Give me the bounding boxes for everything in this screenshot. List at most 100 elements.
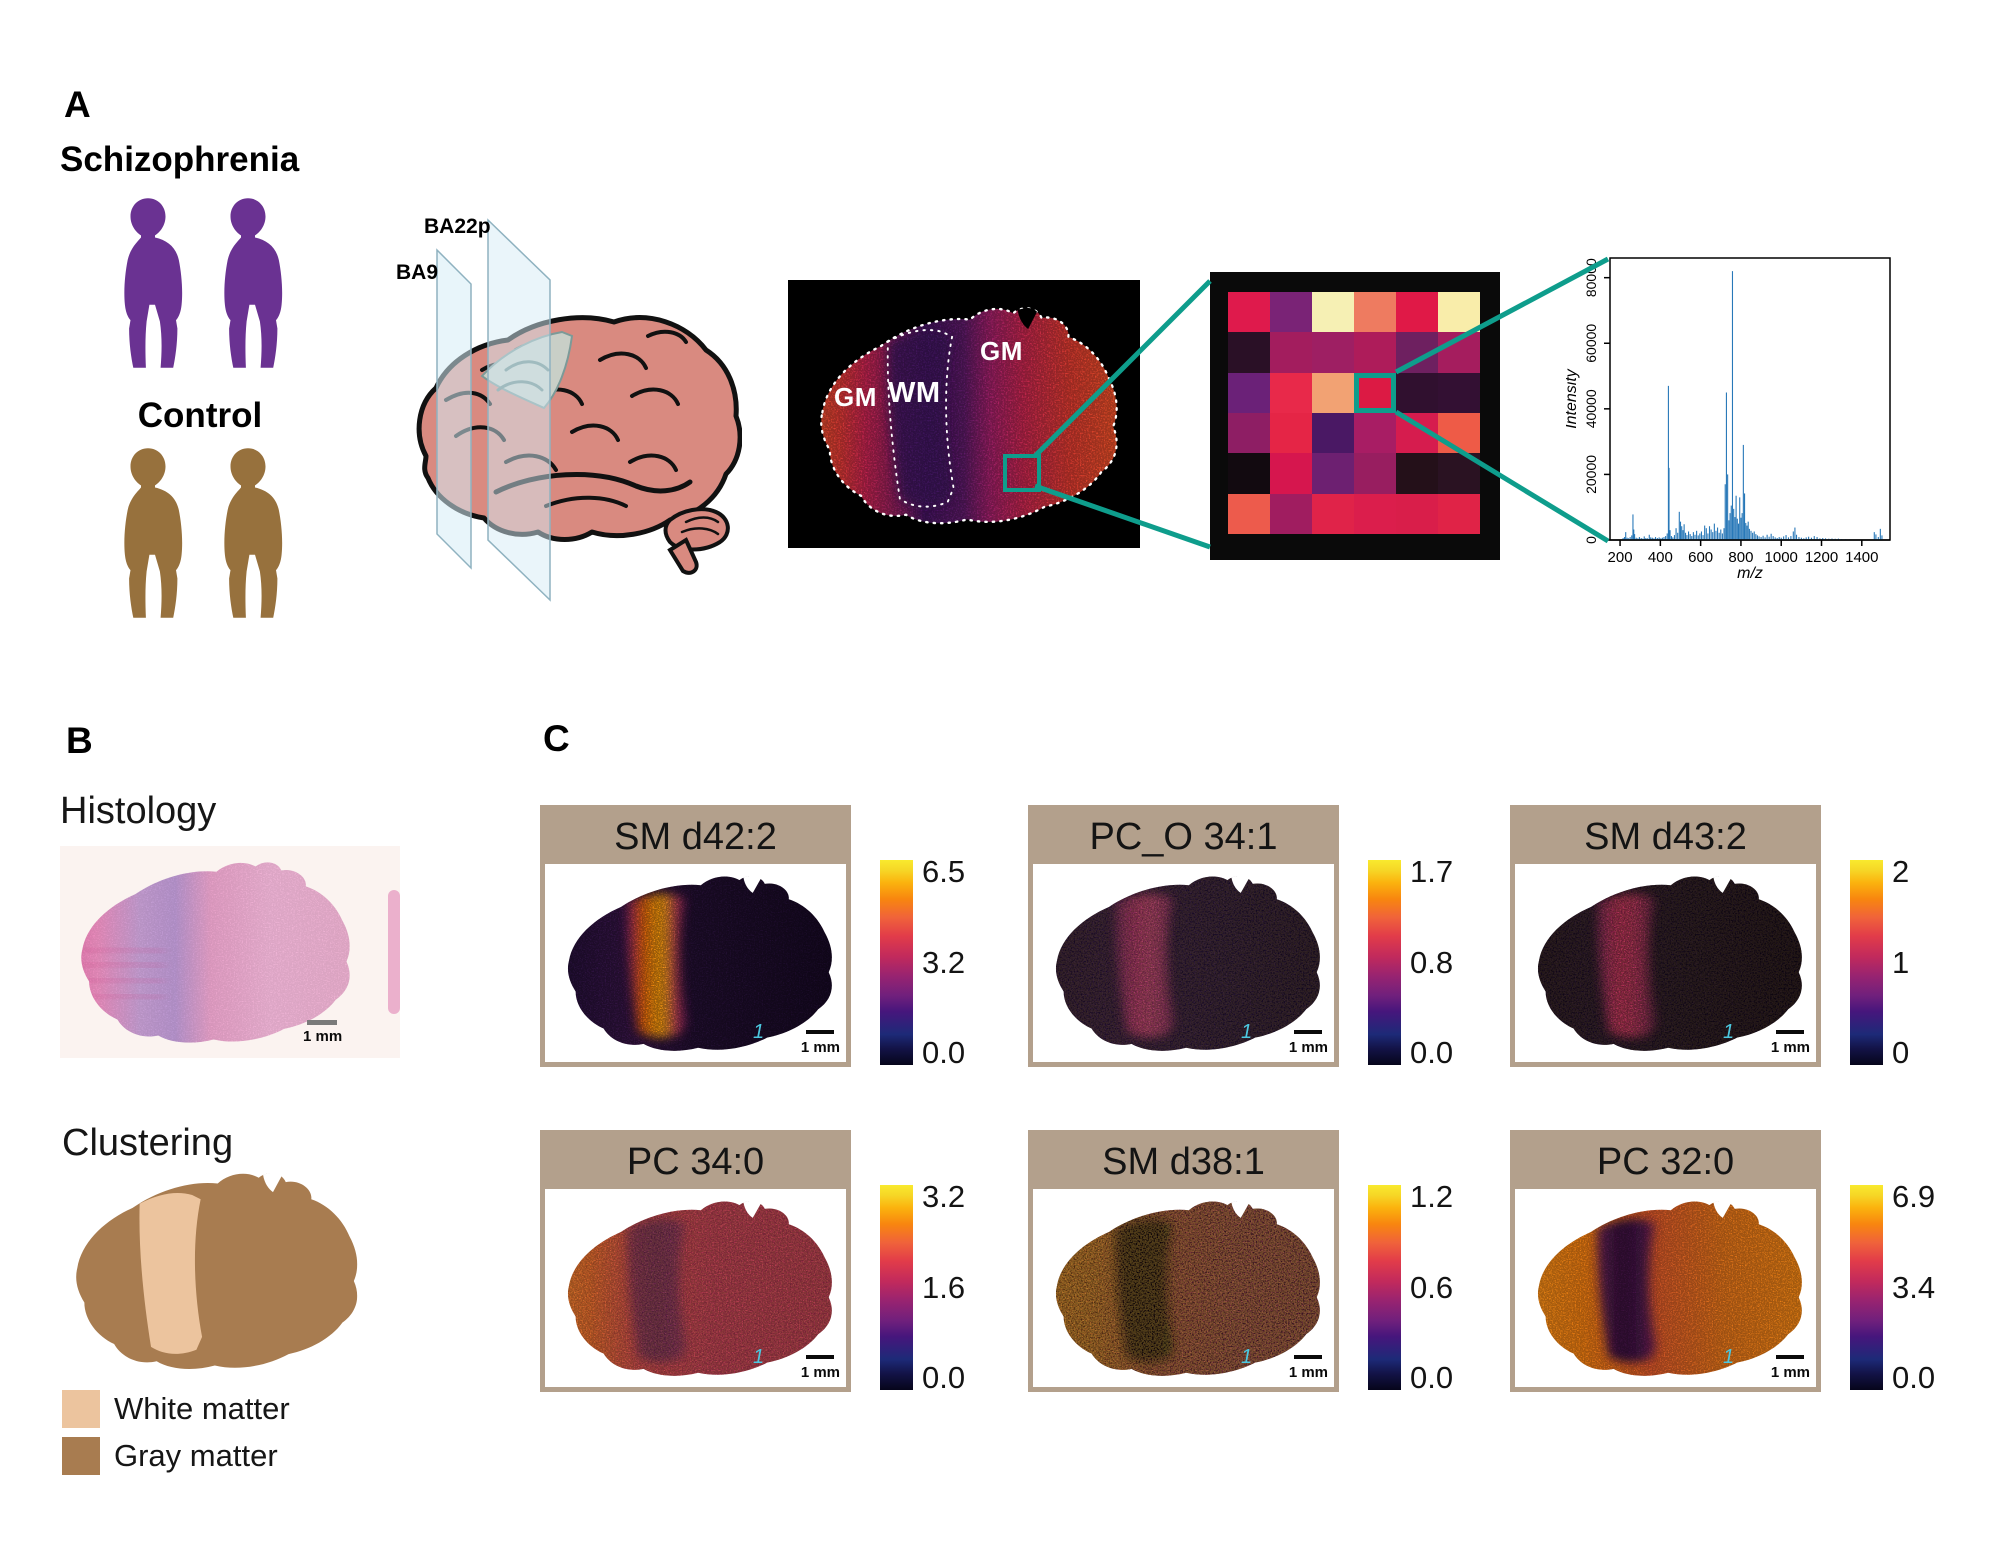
heatmap-cell [1354,493,1396,534]
brain-diagram [416,218,742,602]
scale-bar-label: 1 mm [1288,1039,1328,1056]
colorbar-ticks: 3.2 1.6 0.0 [922,1179,992,1395]
colorbar-tick-label: 0.6 [1410,1269,1454,1305]
histology-tissue [62,852,360,1050]
colorbar-ticks: 1.7 0.8 0.0 [1410,854,1480,1070]
gm-right-label: GM [980,336,1023,366]
msi-ion-image: 1 1 mm [1033,1189,1334,1387]
msi-panel-title: SM d38:1 [1102,1140,1265,1183]
clustering-title: Clustering [62,1122,234,1164]
ba22p-label: BA22p [424,215,491,238]
spectrum-plot-area [1609,257,1891,541]
heatmap-cell [1396,412,1438,454]
heatmap-cell [1270,292,1312,333]
msi-ion-image: 1 1 mm [545,1189,846,1387]
colorbar-tick-label: 0.0 [922,1035,966,1070]
colorbar-tick-label: 1 [1892,944,1910,980]
colorbar-ticks: 2 1 0 [1892,854,1962,1070]
msi-panel-header: SM d38:1 [1033,1135,1334,1189]
section-zoom-box [1003,454,1041,492]
colorbar-ticks: 1.2 0.6 0.0 [1410,1179,1480,1395]
white-matter-swatch [62,1390,100,1428]
legend-gray-matter: Gray matter [62,1437,278,1475]
colorbar-tick-label: 6.9 [1892,1179,1936,1214]
panel-a-label: A [64,84,91,125]
colorbar-tick-label: 3.4 [1892,1269,1936,1305]
colorbar [1850,860,1883,1065]
gray-matter-swatch [62,1437,100,1475]
heatmap-cell [1396,332,1438,373]
scale-bar [806,1355,834,1359]
heatmap-cell [1270,332,1312,373]
scale-bar-label: 1 mm [1288,1364,1328,1381]
histology-tissue-image [81,862,350,1043]
mass-spectrum-plot: 200 400 600 800 1000 1200 1400 0 20000 40000 60000… [1566,228,1916,578]
gray-matter-label: Gray matter [114,1438,278,1473]
colorbar [1850,1185,1883,1390]
clustering-image [56,1162,368,1377]
svg-text:1200: 1200 [1805,549,1838,566]
heatmap-cell [1270,453,1312,494]
svg-text:60000: 60000 [1583,324,1599,363]
msi-panel: SM d43:2 1 1 mm [1510,805,1821,1067]
msi-panel-header: PC_O 34:1 [1033,810,1334,864]
registration-mark: 1 [753,1021,765,1043]
person-silhouette-control-1 [124,448,183,618]
registration-mark: 1 [753,1346,765,1368]
colorbar-tick-label: 1.2 [1410,1179,1454,1214]
msi-panel-header: SM d43:2 [1515,810,1816,864]
heatmap-cell [1396,493,1438,534]
heatmap-cell [1228,493,1270,534]
legend-white-matter: White matter [62,1390,290,1428]
ba9-label: BA9 [396,261,439,284]
heatmap-cell [1270,412,1312,454]
scale-bar [1776,1355,1804,1359]
colorbar-ticks: 6.5 3.2 0.0 [922,854,992,1070]
registration-mark: 1 [1723,1021,1735,1043]
colorbar-tick-label: 0.0 [1410,1360,1454,1395]
colorbar-tick-label: 1.6 [922,1269,966,1305]
svg-text:40000: 40000 [1583,389,1599,428]
person-silhouette-schizophrenia-2 [224,198,283,368]
colorbar-tick-label: 0.8 [1410,944,1454,980]
white-matter-label: White matter [114,1391,290,1426]
histology-scale-label: 1 mm [303,1028,343,1045]
msi-ion-image: 1 1 mm [1515,864,1816,1062]
heatmap-cell-highlighted [1354,372,1396,413]
heatmap-cell [1228,372,1270,413]
section-tissue-image [800,296,1128,532]
control-title: Control [137,396,263,435]
section-total-ion-image [820,307,1118,525]
msi-panel-header: PC 32:0 [1515,1135,1816,1189]
heatmap-cell [1312,453,1354,494]
msi-panel: PC 32:0 1 1 mm [1510,1130,1821,1392]
msi-tissue [1055,875,1320,1051]
msi-tissue [1055,1200,1320,1376]
msi-tissue [1537,875,1802,1051]
heatmap-cell [1228,332,1270,373]
msi-ion-image: 1 1 mm [1033,864,1334,1062]
heatmap-cell [1312,372,1354,413]
msi-ion-image: 1 1 mm [1515,1189,1816,1387]
svg-text:200: 200 [1608,549,1633,566]
heatmap-cell [1228,412,1270,454]
scale-bar-label: 1 mm [800,1039,840,1056]
colorbar [1368,860,1401,1065]
colorbar-tick-label: 0 [1892,1035,1910,1070]
section-image-box: GM WM GM [788,280,1140,548]
svg-text:0: 0 [1583,536,1599,544]
colorbar [1368,1185,1401,1390]
msi-panel-title: PC 34:0 [626,1140,765,1183]
registration-mark: 1 [1241,1346,1253,1368]
clustering-segmentation-image [76,1172,358,1369]
heatmap-cell [1438,453,1480,494]
msi-panel-header: SM d42:2 [545,810,846,864]
heatmap-cell [1354,292,1396,333]
heatmap-cell [1228,453,1270,494]
colorbar-tick-label: 3.2 [922,1179,966,1214]
svg-text:600: 600 [1688,549,1713,566]
heatmap-cell [1312,493,1354,534]
registration-mark: 1 [1723,1346,1735,1368]
plane-ba22p [487,218,551,602]
scale-bar-label: 1 mm [1770,1039,1810,1056]
